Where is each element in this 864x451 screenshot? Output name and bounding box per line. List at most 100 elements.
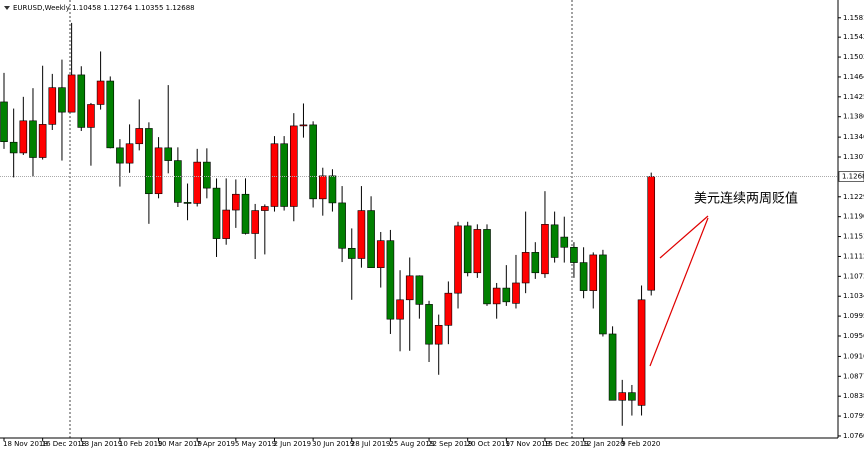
candle-body: [647, 176, 656, 291]
y-tick-label: 1.08770: [843, 372, 864, 380]
candle-body: [77, 74, 86, 128]
candle-body: [531, 252, 540, 274]
candle-body: [58, 87, 66, 113]
price-label: 1.12688: [842, 172, 864, 180]
candle-body: [183, 202, 192, 204]
candle-body: [521, 252, 530, 284]
candle-body: [212, 187, 221, 239]
candle-body: [512, 282, 520, 304]
candle-body: [570, 246, 578, 263]
x-tick-label: 18 Nov 2018: [3, 440, 48, 448]
candle-body: [241, 193, 250, 234]
candle-body: [48, 87, 57, 125]
candle-body: [386, 240, 395, 320]
candle-body: [589, 254, 598, 291]
candle-body: [9, 141, 18, 154]
x-tick-label: 25 Aug 2019: [389, 440, 434, 448]
candle-body: [29, 120, 37, 158]
y-tick-label: 1.13460: [843, 133, 864, 141]
candle-body: [415, 275, 424, 305]
open: 1.10458: [72, 4, 101, 12]
menu-icon: [4, 6, 10, 10]
candle-body: [425, 304, 433, 345]
candle-body: [116, 147, 124, 164]
candle-body: [599, 254, 607, 335]
y-tick-label: 1.10340: [843, 292, 864, 300]
candle-body: [154, 147, 163, 195]
y-tick-label: 1.11900: [843, 213, 864, 221]
candle-body: [618, 392, 627, 401]
x-tick-label: 20 Oct 2019: [467, 440, 510, 448]
x-tick-label: 9 Feb 2020: [621, 440, 660, 448]
candle-body: [222, 209, 230, 239]
candle-body: [347, 247, 356, 259]
x-tick-label: 17 Nov 2019: [505, 440, 550, 448]
candle-body: [106, 80, 115, 149]
candle-body: [502, 287, 511, 303]
candle-body: [203, 161, 211, 189]
candle-body: [318, 175, 327, 200]
y-tick-label: 1.13860: [843, 113, 864, 121]
arrow: [649, 217, 709, 367]
candle-body: [473, 229, 482, 274]
candle-body: [483, 229, 491, 305]
candle-body: [579, 262, 588, 291]
high: 1.12764: [103, 4, 132, 12]
candle-body: [145, 128, 153, 195]
candle-body: [550, 224, 559, 258]
x-tick-label: 2 Jun 2019: [273, 440, 311, 448]
candle-body: [135, 128, 144, 145]
x-tick-label: 16 Dec 2018: [42, 440, 87, 448]
y-tick-label: 1.10730: [843, 272, 864, 280]
y-tick-label: 1.11120: [843, 252, 864, 260]
close: 1.12688: [166, 4, 195, 12]
x-tick-label: 10 Feb 2019: [119, 440, 163, 448]
x-tick-label: 7 Apr 2019: [196, 440, 235, 448]
x-tick-label: 28 Jul 2019: [351, 440, 391, 448]
x-tick-label: 22 Sep 2019: [428, 440, 472, 448]
candle-body: [280, 143, 288, 207]
annotation: 美元连续两周贬值: [694, 191, 798, 207]
candle-body: [357, 210, 366, 259]
x-tick-label: 30 Jun 2019: [312, 440, 354, 448]
y-tick-label: 1.08380: [843, 392, 864, 400]
y-tick-label: 1.14640: [843, 73, 864, 81]
candle-body: [125, 143, 134, 164]
candle-body: [328, 175, 337, 204]
x-tick-label: 10 Mar 2019: [158, 440, 202, 448]
y-tick-label: 1.11510: [843, 233, 864, 241]
candle-body: [492, 287, 501, 305]
candle-body: [637, 299, 646, 406]
arrow: [659, 215, 709, 259]
candle-body: [628, 392, 636, 401]
low: 1.10355: [134, 4, 163, 12]
candle-body: [560, 236, 569, 248]
candle-body: [270, 143, 279, 207]
candle-body: [67, 74, 76, 113]
candle-body: [309, 124, 317, 200]
candle-body: [0, 101, 8, 143]
candle-body: [38, 124, 47, 158]
candle-body: [164, 147, 173, 161]
candle-body: [232, 193, 240, 211]
candle-body: [608, 333, 617, 401]
x-tick-label: 15 Dec 2019: [544, 440, 589, 448]
candle-body: [434, 324, 443, 345]
y-tick-label: 1.07990: [843, 412, 864, 420]
candle-body: [289, 125, 298, 207]
candle-body: [193, 161, 201, 204]
chart-header: EURUSD,Weekly 1.10458 1.12764 1.10355 1.…: [13, 4, 195, 12]
candle-body: [251, 210, 259, 234]
y-tick-label: 1.09160: [843, 352, 864, 360]
candle-body: [96, 80, 105, 105]
candle-body: [541, 224, 549, 275]
y-tick-label: 1.09560: [843, 332, 864, 340]
candle-body: [367, 210, 375, 268]
candle-body: [19, 120, 28, 154]
y-tick-label: 1.12290: [843, 193, 864, 201]
candle-body: [396, 299, 404, 320]
y-tick-label: 1.09950: [843, 312, 864, 320]
x-tick-label: 12 Jan 2020: [583, 440, 625, 448]
